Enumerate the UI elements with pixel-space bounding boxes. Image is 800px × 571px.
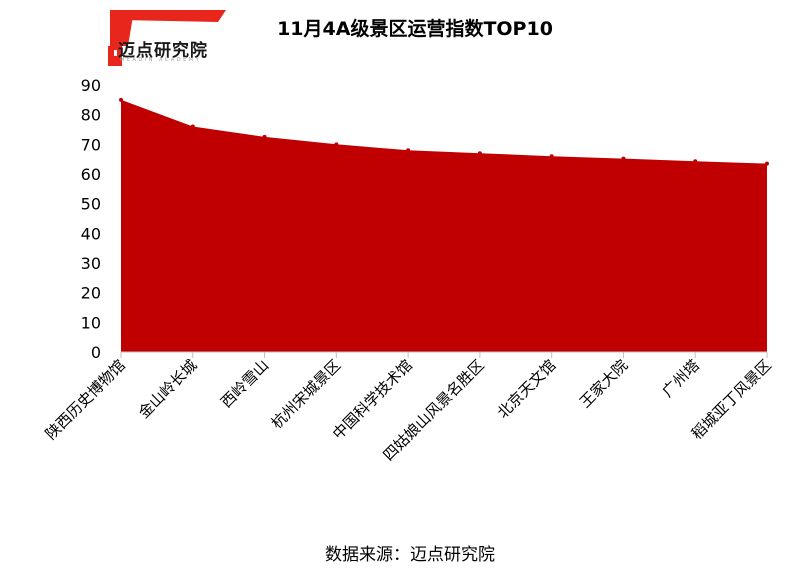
banner-shape <box>120 10 226 22</box>
data-point <box>765 161 769 166</box>
y-tick-label: 70 <box>81 135 101 154</box>
area-series <box>121 99 767 352</box>
y-tick-label: 60 <box>81 165 101 184</box>
data-point <box>334 142 339 147</box>
data-point <box>549 154 554 159</box>
data-point <box>477 151 482 156</box>
y-tick-label: 90 <box>81 76 101 95</box>
data-point <box>119 97 123 102</box>
source-note: 数据来源：迈点研究院 <box>325 545 495 565</box>
x-tick-label: 广州塔 <box>658 356 703 401</box>
data-point <box>262 134 267 139</box>
data-point <box>406 148 411 153</box>
x-tick-label: 王家大院 <box>576 356 631 411</box>
x-tick-label: 金山岭长城 <box>135 356 201 422</box>
y-tick-label: 30 <box>81 254 101 273</box>
y-tick-label: 50 <box>81 195 101 214</box>
brand-logo <box>108 10 226 66</box>
y-tick-label: 0 <box>91 343 101 362</box>
x-tick-label: 陕西历史博物馆 <box>42 356 129 443</box>
y-tick-label: 80 <box>81 106 101 125</box>
brand-name: 迈点研究院 <box>118 41 208 61</box>
x-tick-label: 西岭雪山 <box>217 356 272 411</box>
data-point <box>693 159 698 164</box>
data-point <box>190 124 195 129</box>
x-tick-label: 杭州宋城景区 <box>268 356 344 432</box>
y-tick-label: 10 <box>81 313 101 332</box>
y-tick-label: 40 <box>81 224 101 243</box>
brand-tagline: MEADIN ACADEMY <box>120 57 202 63</box>
chart-title: 11月4A级景区运营指数TOP10 <box>277 18 553 40</box>
y-tick-label: 20 <box>81 284 101 303</box>
x-tick-label: 北京天文馆 <box>494 356 560 422</box>
data-point <box>621 156 626 161</box>
